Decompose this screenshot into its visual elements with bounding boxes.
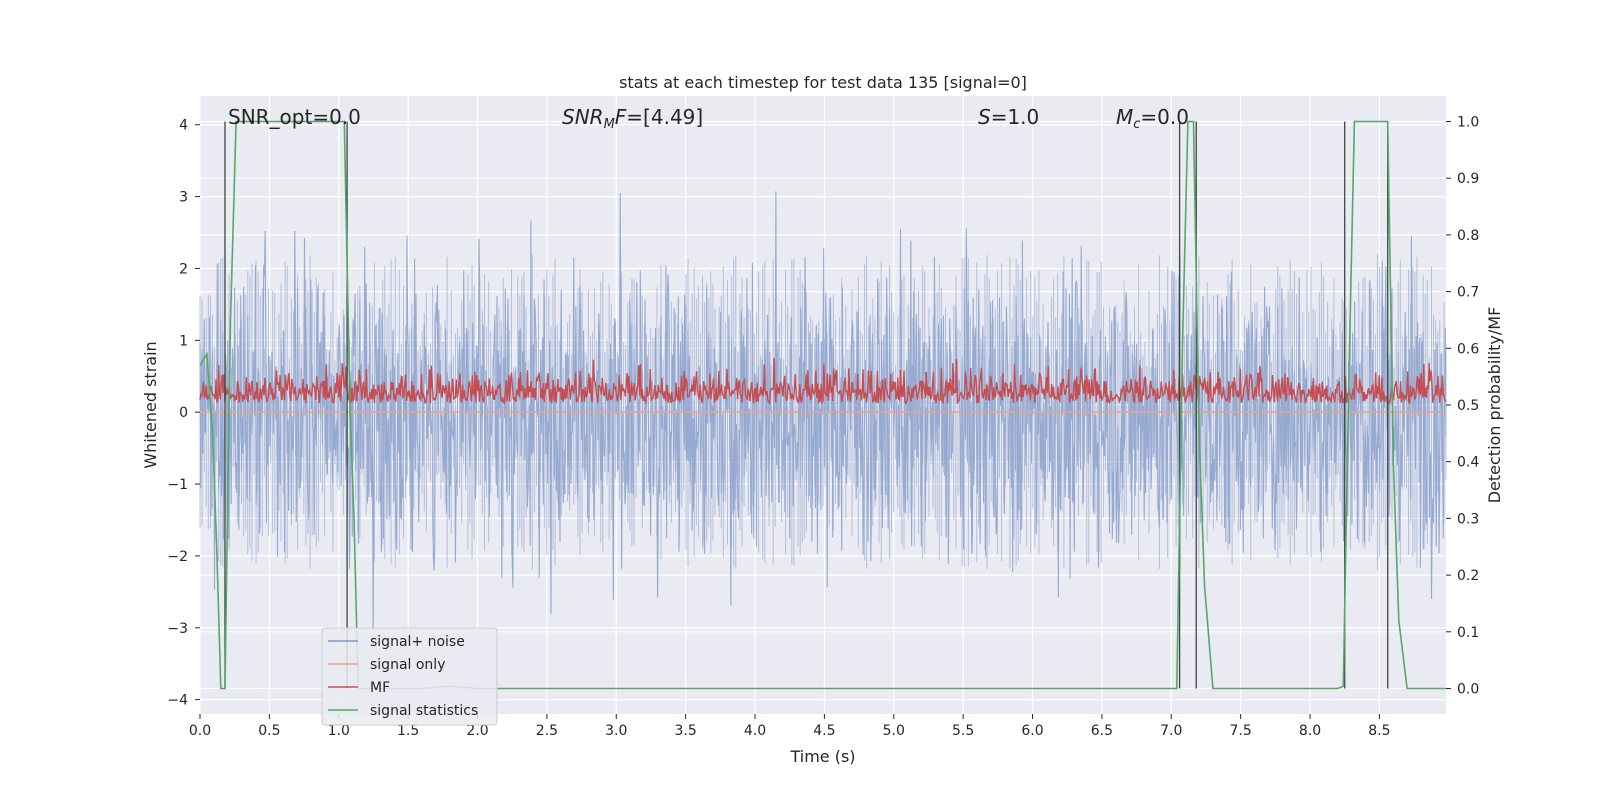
threshold-vlines — [224, 121, 1389, 689]
chart-title: stats at each timestep for test data 135… — [619, 73, 1027, 92]
legend-label-signal-statistics: signal statistics — [370, 703, 478, 719]
y-tick-label: 4 — [179, 118, 188, 134]
y2-tick-label: 0.5 — [1457, 398, 1479, 414]
y2-tick-label: 0.1 — [1457, 625, 1479, 641]
y2-axis-label: Detection probability/MF — [1485, 307, 1504, 504]
x-tick-label: 3.0 — [605, 723, 627, 739]
y2-tick-label: 0.3 — [1457, 511, 1479, 527]
y2-tick-label: 0.8 — [1457, 228, 1479, 244]
mf-series — [199, 357, 1447, 406]
snr-mf-rest: F — [615, 105, 627, 129]
y-tick-label: −1 — [167, 477, 188, 493]
legend-box — [321, 627, 498, 726]
x-tick-label: 7.0 — [1160, 723, 1182, 739]
x-tick-label: 1.0 — [328, 723, 350, 739]
x-tick-label: 1.5 — [397, 723, 419, 739]
mc-label: M — [1116, 105, 1133, 129]
mc-value: =0.0 — [1140, 105, 1189, 129]
x-tick-label: 8.5 — [1368, 723, 1390, 739]
y2-tick-label: 0.2 — [1457, 568, 1479, 584]
y2-tick-label: 0.9 — [1457, 171, 1479, 187]
legend-label-signal-noise: signal+ noise — [370, 634, 465, 650]
legend: signal+ noise signal only MF signal stat… — [321, 627, 498, 726]
snr-mf-subscript: M — [604, 117, 615, 132]
y-tick-label: −3 — [167, 621, 188, 637]
s-annotation: S=1.0 — [978, 105, 1039, 129]
x-tick-label: 3.5 — [675, 723, 697, 739]
y-tick-label: 0 — [179, 405, 188, 421]
snr-mf-value: =[4.49] — [626, 105, 703, 129]
y-tick-label: −4 — [167, 693, 188, 709]
x-tick-label: 0.5 — [258, 723, 280, 739]
x-tick-label: 7.5 — [1230, 723, 1252, 739]
y-tick-label: 1 — [179, 333, 188, 349]
y2-tick-label: 0.6 — [1457, 341, 1479, 357]
y-axis-label: Whitened strain — [141, 341, 160, 468]
mc-subscript: c — [1133, 117, 1140, 132]
s-label: S — [978, 105, 991, 129]
x-tick-label: 4.0 — [744, 723, 766, 739]
snr-mf-label: SNR — [562, 105, 604, 129]
y2-tick-label: 0.7 — [1457, 285, 1479, 301]
x-tick-label: 6.0 — [1021, 723, 1043, 739]
y-tick-label: 2 — [179, 261, 188, 277]
x-tick-label: 5.0 — [883, 723, 905, 739]
y2-tick-label: 0.4 — [1457, 455, 1479, 471]
x-tick-label: 4.5 — [813, 723, 835, 739]
snr-opt-annotation: SNR_opt=0.0 — [228, 105, 361, 129]
axis-ticks: 0.0 0.5 1.0 1.5 2.0 2.5 3.0 3.5 4.0 4.5 5.0 5.5 6.0 6… — [167, 115, 1479, 739]
y2-tick-label: 1.0 — [1457, 115, 1479, 131]
snr-mf-annotation: SNRMF=[4.49] — [562, 105, 703, 132]
x-tick-label: 2.0 — [466, 723, 488, 739]
x-tick-label: 2.5 — [536, 723, 558, 739]
x-tick-label: 6.5 — [1091, 723, 1113, 739]
x-axis-label: Time (s) — [789, 747, 855, 766]
mf-line — [199, 357, 1447, 406]
y-tick-label: 3 — [179, 190, 188, 206]
y2-tick-label: 0.0 — [1457, 681, 1479, 697]
x-tick-label: 5.5 — [952, 723, 974, 739]
y-tick-label: −2 — [167, 549, 188, 565]
x-tick-label: 0.0 — [189, 723, 211, 739]
legend-label-signal-only: signal only — [370, 657, 445, 673]
mc-annotation: Mc=0.0 — [1116, 105, 1189, 132]
x-tick-label: 8.0 — [1299, 723, 1321, 739]
s-value: =1.0 — [991, 105, 1040, 129]
legend-label-mf: MF — [370, 680, 390, 696]
